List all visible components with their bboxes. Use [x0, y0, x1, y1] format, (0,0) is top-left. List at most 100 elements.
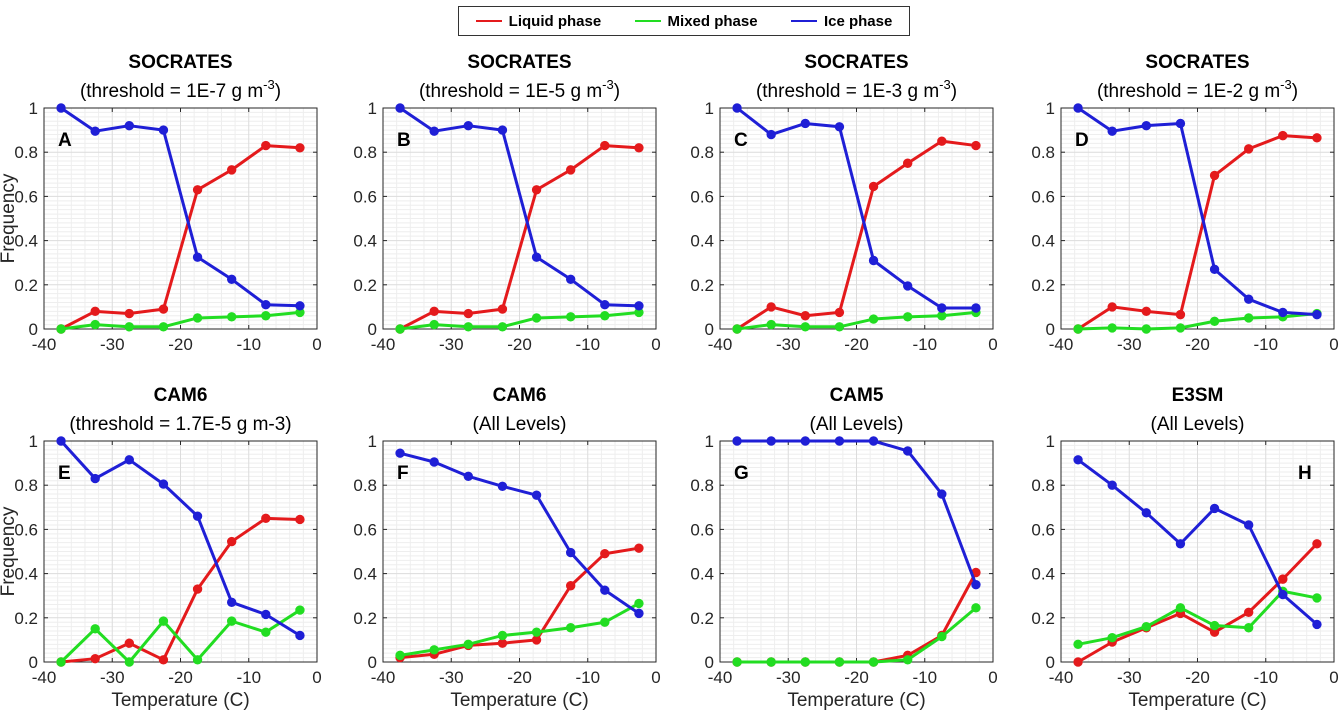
data-point-mixed-phase — [90, 624, 100, 634]
data-point-ice-phase — [429, 457, 439, 467]
x-tick-label: -30 — [439, 668, 464, 687]
series-line-liquid-phase — [399, 144, 640, 331]
data-point-mixed-phase — [1073, 639, 1083, 650]
x-tick-label: 0 — [312, 668, 321, 687]
data-point-liquid-phase — [1107, 302, 1117, 312]
data-point-liquid-phase — [565, 165, 576, 175]
y-axis-label: Frequency — [0, 506, 19, 596]
data-point-ice-phase — [226, 597, 237, 608]
data-point-liquid-phase — [565, 581, 576, 591]
data-point-liquid-phase — [1243, 607, 1254, 617]
y-tick-label: 0.4 — [690, 565, 714, 584]
data-point-liquid-phase — [90, 306, 100, 317]
chart-panel-f: -40 -30 -20 -10 0 0 0.2 0.4 0.6 0.8 1 CAM6 (All Leve… — [353, 385, 660, 711]
data-point-liquid-phase — [295, 143, 305, 153]
data-point-liquid-phase — [634, 143, 644, 153]
data-point-ice-phase — [937, 303, 947, 313]
y-tick-label: 0.2 — [1031, 609, 1055, 628]
data-point-ice-phase — [90, 473, 100, 484]
data-point-ice-phase — [295, 630, 305, 641]
data-point-mixed-phase — [1107, 323, 1117, 333]
y-tick-label: 0 — [705, 653, 714, 672]
data-point-mixed-phase — [56, 324, 66, 334]
data-point-ice-phase — [1243, 294, 1254, 304]
data-point-mixed-phase — [902, 655, 913, 665]
legend-line-liquid — [475, 20, 502, 22]
x-tick-label: -40 — [1049, 668, 1074, 687]
data-point-liquid-phase — [1073, 657, 1083, 667]
y-tick-label: 1 — [1046, 432, 1055, 451]
x-tick-label: -20 — [1185, 335, 1210, 354]
data-point-ice-phase — [1243, 520, 1254, 530]
y-tick-label: 0.6 — [690, 520, 714, 539]
panel-title: SOCRATES — [128, 52, 232, 73]
chart-panel-e: -40 -30 -20 -10 0 0 0.2 0.4 0.6 0.8 1 CAM6 (threshol… — [0, 385, 322, 711]
x-tick-label: -10 — [1253, 335, 1278, 354]
data-point-ice-phase — [732, 436, 742, 446]
y-tick-label: 0 — [29, 320, 38, 339]
data-point-ice-phase — [971, 303, 981, 313]
data-point-liquid-phase — [531, 635, 542, 645]
data-point-ice-phase — [800, 436, 811, 446]
series-line-mixed-phase — [736, 310, 977, 331]
data-point-mixed-phase — [634, 598, 644, 609]
data-point-liquid-phase — [1278, 574, 1288, 584]
chart-panel-a: -40 -30 -20 -10 0 0 0.2 0.4 0.6 0.8 1 SOCRATES (thre… — [0, 52, 322, 354]
panel-title: CAM6 — [493, 385, 547, 406]
data-point-mixed-phase — [295, 605, 305, 615]
data-point-ice-phase — [1107, 480, 1117, 490]
x-tick-label: 0 — [1329, 335, 1338, 354]
series-line-mixed-phase — [1078, 312, 1318, 331]
x-tick-label: -20 — [168, 668, 193, 687]
data-point-mixed-phase — [1175, 603, 1186, 613]
data-point-ice-phase — [497, 125, 508, 135]
legend: Liquid phase Mixed phase Ice phase — [458, 6, 910, 36]
data-point-mixed-phase — [463, 322, 474, 332]
x-tick-label: -30 — [439, 335, 464, 354]
x-axis-label: Temperature (C) — [1128, 690, 1266, 711]
x-tick-label: -10 — [912, 668, 937, 687]
data-point-ice-phase — [395, 448, 405, 458]
data-point-mixed-phase — [1312, 593, 1322, 603]
data-point-ice-phase — [868, 436, 879, 446]
y-tick-label: 0 — [368, 653, 377, 672]
x-tick-label: -30 — [1117, 335, 1142, 354]
data-point-mixed-phase — [261, 311, 271, 321]
data-point-mixed-phase — [1243, 623, 1254, 633]
data-point-liquid-phase — [124, 638, 135, 648]
series-line-mixed-phase — [60, 608, 301, 664]
x-tick-label: -40 — [708, 668, 733, 687]
series-line-mixed-phase — [399, 310, 640, 331]
data-point-liquid-phase — [868, 181, 879, 192]
data-point-mixed-phase — [600, 617, 610, 627]
data-point-mixed-phase — [531, 627, 542, 637]
data-point-liquid-phase — [766, 302, 776, 312]
data-point-liquid-phase — [1312, 539, 1322, 549]
data-point-ice-phase — [192, 511, 203, 521]
data-point-liquid-phase — [600, 140, 610, 151]
data-point-mixed-phase — [429, 319, 439, 330]
data-point-mixed-phase — [766, 657, 776, 667]
data-point-liquid-phase — [531, 185, 542, 195]
panel-title: SOCRATES — [467, 52, 571, 73]
data-point-liquid-phase — [261, 513, 271, 524]
data-point-mixed-phase — [261, 627, 271, 637]
data-point-liquid-phase — [834, 307, 845, 318]
data-point-mixed-phase — [56, 657, 66, 667]
y-tick-label: 0.6 — [1031, 520, 1055, 539]
data-point-mixed-phase — [565, 312, 576, 322]
data-point-liquid-phase — [1209, 170, 1220, 181]
x-tick-label: -40 — [32, 335, 57, 354]
data-point-mixed-phase — [732, 324, 742, 334]
data-point-ice-phase — [1141, 508, 1152, 518]
data-point-ice-phase — [1141, 120, 1152, 131]
y-tick-label: 0.6 — [14, 187, 38, 206]
panel-title: CAM6 — [154, 385, 208, 406]
data-point-mixed-phase — [1175, 323, 1186, 333]
x-tick-label: -10 — [236, 335, 261, 354]
y-tick-label: 0.4 — [14, 565, 38, 584]
data-point-ice-phase — [158, 479, 169, 489]
data-point-ice-phase — [834, 436, 845, 446]
data-point-liquid-phase — [295, 514, 305, 525]
data-point-mixed-phase — [429, 645, 439, 655]
